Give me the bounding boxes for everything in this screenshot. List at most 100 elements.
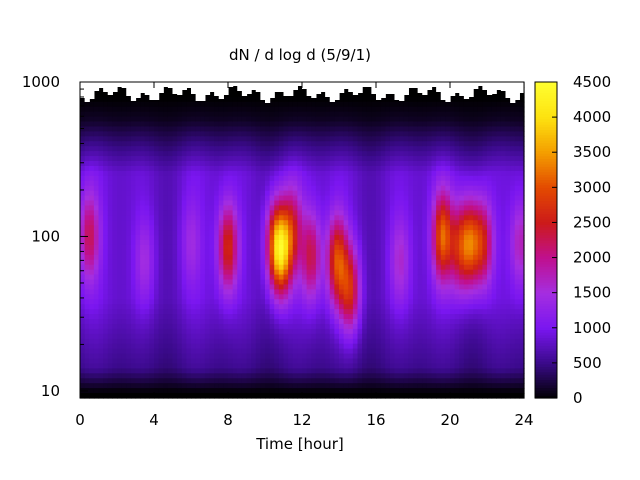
heatmap-cell xyxy=(228,131,234,137)
heatmap-cell xyxy=(376,363,382,369)
heatmap-cell xyxy=(436,210,442,216)
heatmap-cell xyxy=(371,338,377,345)
heatmap-cell xyxy=(380,284,386,290)
heatmap-cell xyxy=(144,304,150,310)
heatmap-cell xyxy=(251,126,257,132)
heatmap-cell xyxy=(195,353,201,360)
heatmap-cell xyxy=(399,170,405,177)
heatmap-cell xyxy=(413,190,419,197)
heatmap-cell xyxy=(117,116,123,123)
heatmap-cell xyxy=(422,319,428,325)
heatmap-cell xyxy=(163,195,169,202)
heatmap-cell xyxy=(121,96,127,103)
heatmap-cell xyxy=(385,358,391,365)
heatmap-cell xyxy=(117,200,123,207)
heatmap-cell xyxy=(408,126,414,132)
heatmap-cell xyxy=(204,215,211,221)
heatmap-cell xyxy=(436,190,442,197)
heatmap-cell xyxy=(117,141,123,147)
heatmap-cell xyxy=(260,170,266,177)
heatmap-cell xyxy=(89,111,95,118)
heatmap-cell xyxy=(339,240,345,246)
heatmap-cell xyxy=(371,323,377,330)
heatmap-cell xyxy=(417,101,423,108)
heatmap-cell xyxy=(343,195,349,202)
heatmap-cell xyxy=(214,383,220,389)
heatmap-cell xyxy=(93,170,100,177)
heatmap-cell xyxy=(103,101,109,108)
heatmap-cell xyxy=(181,274,187,281)
heatmap-cell xyxy=(93,333,100,340)
heatmap-cell xyxy=(144,161,150,167)
heatmap-cell xyxy=(431,116,437,123)
heatmap-cell xyxy=(302,328,308,335)
heatmap-cell xyxy=(362,136,368,142)
heatmap-cell xyxy=(98,146,104,152)
heatmap-cell xyxy=(320,126,326,132)
heatmap-cell xyxy=(288,279,294,286)
heatmap-cell xyxy=(385,156,391,162)
heatmap-cell xyxy=(417,136,423,142)
heatmap-cell xyxy=(218,205,224,211)
heatmap-cell xyxy=(288,151,294,157)
heatmap-cell xyxy=(204,156,211,162)
heatmap-cell xyxy=(223,269,229,276)
heatmap-cell xyxy=(260,121,266,128)
heatmap-cell xyxy=(223,205,229,211)
heatmap-cell xyxy=(209,383,215,389)
heatmap-cell xyxy=(191,264,197,271)
heatmap-cell xyxy=(417,91,423,98)
heatmap-cell xyxy=(334,289,340,295)
heatmap-cell xyxy=(422,383,428,389)
heatmap-cell xyxy=(195,146,201,152)
heatmap-cell xyxy=(385,259,391,266)
heatmap-cell xyxy=(103,353,109,360)
heatmap-cell xyxy=(343,170,349,177)
heatmap-cell xyxy=(117,220,123,226)
heatmap-cell xyxy=(218,393,224,399)
heatmap-cell xyxy=(292,314,298,320)
heatmap-cell xyxy=(126,294,132,300)
heatmap-cell xyxy=(140,393,146,399)
heatmap-cell xyxy=(348,220,354,226)
heatmap-cell xyxy=(329,314,335,320)
heatmap-cell xyxy=(251,175,257,182)
heatmap-cell xyxy=(408,180,414,187)
heatmap-cell xyxy=(163,180,169,187)
heatmap-cell xyxy=(154,106,160,113)
heatmap-cell xyxy=(121,309,127,315)
heatmap-cell xyxy=(149,319,155,325)
heatmap-cell xyxy=(191,151,197,157)
heatmap-cell xyxy=(117,244,123,251)
heatmap-cell xyxy=(103,156,109,162)
heatmap-cell xyxy=(241,165,248,172)
heatmap-cell xyxy=(107,165,113,172)
heatmap-cell xyxy=(80,240,86,246)
heatmap-cell xyxy=(394,348,400,355)
heatmap-cell xyxy=(315,254,322,261)
heatmap-cell xyxy=(103,299,109,305)
heatmap-cell xyxy=(348,205,354,211)
heatmap-cell xyxy=(246,165,252,172)
heatmap-cell xyxy=(130,200,137,207)
heatmap-cell xyxy=(218,388,224,394)
heatmap-cell xyxy=(311,338,317,345)
heatmap-cell xyxy=(362,314,368,320)
heatmap-cell xyxy=(228,289,234,295)
heatmap-cell xyxy=(357,230,363,236)
heatmap-cell xyxy=(103,333,109,340)
heatmap-cell xyxy=(186,116,192,123)
heatmap-cell xyxy=(325,151,331,157)
heatmap-cell xyxy=(204,185,211,192)
heatmap-cell xyxy=(84,180,90,187)
heatmap-cell xyxy=(399,314,405,320)
heatmap-cell xyxy=(362,190,368,197)
heatmap-cell xyxy=(154,259,160,266)
heatmap-cell xyxy=(93,358,100,365)
heatmap-cell xyxy=(135,151,141,157)
heatmap-cell xyxy=(362,131,368,137)
heatmap-cell xyxy=(265,170,271,177)
heatmap-cell xyxy=(117,215,123,221)
heatmap-cell xyxy=(431,294,437,300)
heatmap-cell xyxy=(167,225,174,231)
